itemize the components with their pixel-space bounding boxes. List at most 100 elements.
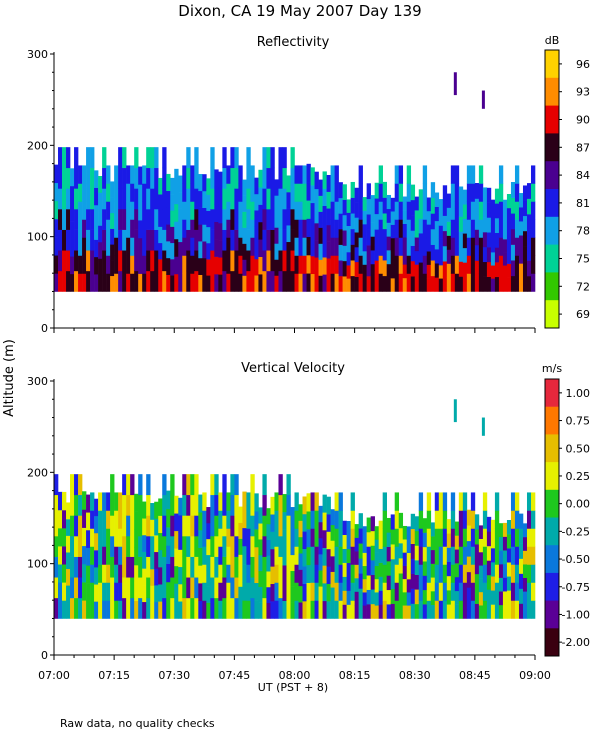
heatmap-cell — [126, 494, 131, 516]
heatmap-cell — [270, 496, 275, 515]
heatmap-cell — [482, 528, 488, 547]
heatmap-cell — [142, 165, 147, 184]
heatmap-cell — [286, 175, 291, 193]
heatmap-cell — [518, 558, 524, 574]
heatmap-cell — [102, 600, 107, 619]
y-tick-label: 100 — [27, 231, 48, 244]
heatmap-cell — [426, 582, 432, 601]
heatmap-cell — [390, 278, 396, 292]
heatmap-cell — [310, 546, 315, 565]
colorbar-swatch — [545, 406, 559, 435]
heatmap-cell — [230, 597, 235, 619]
heatmap-cell — [310, 167, 315, 186]
heatmap-cell — [462, 262, 468, 278]
heatmap-cell — [62, 546, 67, 565]
heatmap-cell — [146, 597, 151, 619]
heatmap-cell — [158, 584, 163, 602]
heatmap-cell — [158, 177, 163, 195]
heatmap-cell — [366, 276, 371, 292]
heatmap-cell — [270, 601, 275, 619]
heatmap-cell — [106, 528, 111, 547]
heatmap-cell — [154, 585, 159, 603]
heatmap-cell — [98, 546, 103, 565]
heatmap-cell — [78, 183, 83, 202]
heatmap-cell — [78, 597, 83, 619]
heatmap-cell — [442, 528, 448, 547]
heatmap-cell — [354, 187, 359, 203]
heatmap-cell — [418, 546, 424, 565]
heatmap-cell — [90, 229, 95, 251]
heatmap-cell — [282, 600, 287, 619]
heatmap-cell — [494, 276, 500, 292]
heatmap-cell — [94, 256, 99, 275]
heatmap-cell — [278, 536, 283, 557]
heatmap-cell — [190, 577, 195, 599]
heatmap-cell — [314, 188, 319, 207]
heatmap-cell — [258, 602, 263, 619]
heatmap-cell — [450, 492, 456, 511]
heatmap-cell — [438, 510, 444, 529]
heatmap-cell — [282, 229, 287, 251]
heatmap-cell — [194, 188, 199, 210]
heatmap-cell — [74, 147, 79, 169]
colorbar-label: 93 — [576, 86, 590, 99]
y-tick-label: 0 — [41, 649, 48, 662]
heatmap-cell — [202, 564, 207, 583]
heatmap-cell — [222, 515, 227, 537]
heatmap-cell — [442, 492, 448, 511]
heatmap-cell — [206, 554, 211, 572]
heatmap-cell — [70, 536, 75, 557]
heatmap-cell — [286, 192, 291, 209]
heatmap-cell — [134, 167, 139, 189]
heatmap-cell — [118, 510, 123, 529]
heatmap-cell — [262, 474, 267, 496]
heatmap-cell — [454, 604, 460, 619]
heatmap-cell — [382, 181, 387, 198]
heatmap-cell — [102, 546, 107, 565]
heatmap-cell — [278, 229, 283, 251]
reflectivity-heatmap — [54, 72, 536, 292]
heatmap-cell — [326, 548, 331, 567]
heatmap-cell — [518, 588, 524, 604]
heatmap-cell — [458, 246, 464, 262]
heatmap-cell — [530, 273, 536, 292]
heatmap-cell — [346, 562, 351, 577]
heatmap-cell — [486, 531, 492, 547]
colorbar-label: 81 — [576, 197, 590, 210]
heatmap-cell — [54, 494, 59, 516]
heatmap-cell — [182, 597, 187, 619]
heatmap-cell — [94, 187, 99, 206]
heatmap-cell — [398, 183, 404, 202]
heatmap-cell — [446, 561, 452, 577]
heatmap-cell — [142, 273, 147, 292]
heatmap-cell — [82, 582, 87, 601]
heatmap-cell — [302, 255, 307, 274]
heatmap-cell — [382, 492, 387, 511]
heatmap-cell — [358, 603, 363, 619]
heatmap-cell — [202, 274, 207, 292]
heatmap-cell — [470, 273, 476, 292]
heatmap-cell — [342, 276, 347, 292]
heatmap-cell — [506, 548, 512, 563]
heatmap-cell — [214, 169, 219, 188]
heatmap-cell — [394, 183, 400, 202]
heatmap-cell — [318, 275, 323, 292]
heatmap-cell — [378, 520, 383, 535]
heatmap-cell — [66, 209, 71, 230]
heatmap-cell — [110, 244, 115, 261]
heatmap-cell — [342, 548, 347, 563]
heatmap-cell — [410, 199, 416, 216]
heatmap-cell — [482, 246, 488, 263]
heatmap-cell — [358, 573, 363, 589]
heatmap-cell — [186, 270, 191, 292]
heatmap-cell — [402, 565, 408, 580]
heatmap-cell — [242, 509, 247, 529]
heatmap-cell — [290, 250, 295, 272]
heatmap-cell — [350, 582, 355, 601]
heatmap-cell — [298, 602, 303, 619]
heatmap-cell — [294, 492, 299, 511]
heatmap-cell — [78, 255, 83, 274]
heatmap-cell — [326, 174, 331, 192]
